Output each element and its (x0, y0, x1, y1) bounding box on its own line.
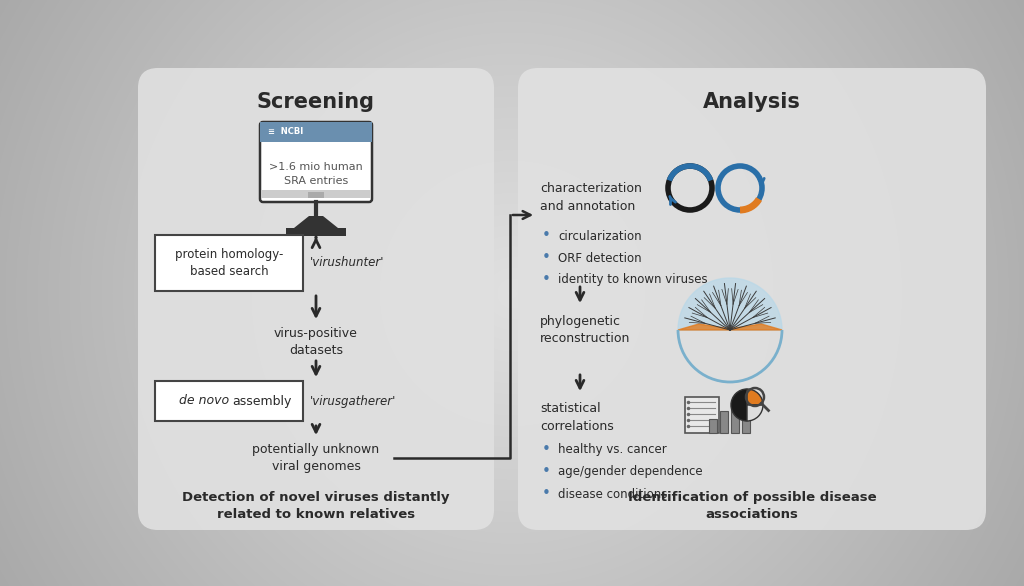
Wedge shape (746, 389, 763, 405)
Text: Screening: Screening (257, 92, 375, 112)
Text: •: • (542, 442, 551, 458)
Text: disease conditions: disease conditions (558, 488, 668, 500)
Text: age/gender dependence: age/gender dependence (558, 465, 702, 479)
FancyBboxPatch shape (260, 122, 372, 142)
Wedge shape (746, 405, 763, 421)
Bar (286, 228, 346, 236)
Bar (720, 411, 728, 433)
FancyBboxPatch shape (685, 397, 719, 433)
Text: protein homology-
based search: protein homology- based search (175, 248, 284, 278)
FancyBboxPatch shape (138, 68, 494, 530)
Polygon shape (678, 278, 782, 330)
Text: •: • (542, 465, 551, 479)
Text: characterization
and annotation: characterization and annotation (540, 182, 642, 213)
Text: •: • (542, 486, 551, 502)
Text: potentially unknown
viral genomes: potentially unknown viral genomes (253, 443, 380, 473)
Text: 'virushunter': 'virushunter' (310, 257, 384, 270)
Bar (731, 401, 739, 433)
Text: Identification of possible disease
associations: Identification of possible disease assoc… (628, 491, 877, 521)
Text: phylogenetic
reconstruction: phylogenetic reconstruction (540, 315, 631, 346)
Text: ORF detection: ORF detection (558, 251, 642, 264)
Polygon shape (294, 216, 338, 228)
FancyBboxPatch shape (155, 235, 303, 291)
Text: 'virusgatherer': 'virusgatherer' (310, 394, 396, 407)
Text: •: • (542, 272, 551, 288)
Bar (262, 190, 370, 198)
Bar (742, 407, 750, 433)
Text: >1.6 mio human
SRA entries: >1.6 mio human SRA entries (269, 162, 362, 186)
Wedge shape (731, 389, 746, 421)
Text: circularization: circularization (558, 230, 642, 243)
Text: de novo: de novo (179, 394, 229, 407)
Bar (709, 419, 717, 433)
Text: identity to known viruses: identity to known viruses (558, 274, 708, 287)
Text: assembly: assembly (232, 394, 292, 407)
FancyBboxPatch shape (155, 381, 303, 421)
Polygon shape (678, 324, 782, 330)
Text: Detection of novel viruses distantly
related to known relatives: Detection of novel viruses distantly rel… (182, 491, 450, 521)
FancyBboxPatch shape (518, 68, 986, 530)
Bar (308, 192, 324, 198)
Text: •: • (542, 250, 551, 265)
Text: •: • (542, 229, 551, 244)
Text: statistical
correlations: statistical correlations (540, 403, 613, 434)
Text: ≡  NCBI: ≡ NCBI (268, 128, 303, 137)
Text: virus-positive
datasets: virus-positive datasets (274, 327, 358, 357)
FancyBboxPatch shape (260, 122, 372, 202)
Text: healthy vs. cancer: healthy vs. cancer (558, 444, 667, 456)
Text: Analysis: Analysis (703, 92, 801, 112)
